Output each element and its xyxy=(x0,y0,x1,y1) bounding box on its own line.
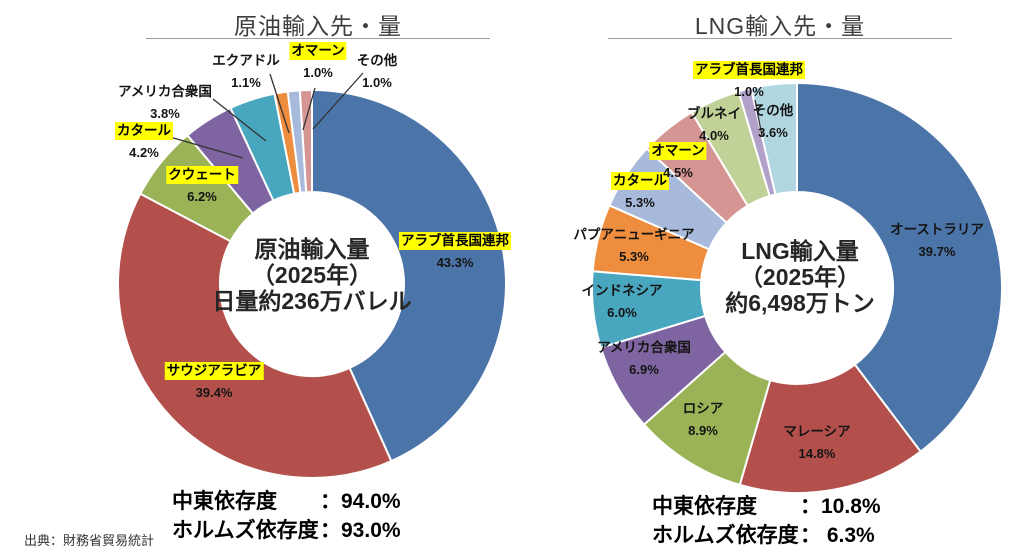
lng-center-line-3: 約6,498万トン xyxy=(725,290,875,316)
stat-row: 中東依存度 ：94.0% xyxy=(172,487,401,516)
stat-label: 中東依存度 xyxy=(172,490,277,513)
crude-oil-title-underline xyxy=(146,38,490,39)
donut-slice-その他 xyxy=(298,88,313,194)
donut-slice-マレーシア xyxy=(738,363,923,494)
stat-label: 中東依存度 xyxy=(652,495,757,518)
lng-dependency-stats: 中東依存度 ：10.8% ホルムズ依存度 ： 6.3% xyxy=(652,492,881,550)
label-leader-line xyxy=(754,99,763,137)
stat-value: ：10.8% xyxy=(800,495,881,518)
stat-row: 中東依存度 ：10.8% xyxy=(652,492,881,521)
lng-center-line-2: （2025年） xyxy=(739,264,861,290)
crude-oil-center-line-2: （2025年） xyxy=(251,262,373,288)
label-leader-line xyxy=(169,136,244,159)
crude-oil-center-line-1: 原油輸入量 xyxy=(254,236,370,262)
label-leader-line xyxy=(302,87,316,131)
donut-slice-オーストラリア xyxy=(796,81,1003,453)
crude-oil-center-line-3: 日量約236万バレル xyxy=(212,288,412,314)
label-leader-line xyxy=(269,73,290,134)
stat-value: ：93.0% xyxy=(320,519,401,542)
donut-slice-その他 xyxy=(749,81,798,196)
stat-row: ホルムズ依存度 ：93.0% xyxy=(172,516,401,545)
crude-oil-chart-title: 原油輸入先・量 xyxy=(234,13,402,39)
source-note: 出典：財務省貿易統計 xyxy=(24,533,155,548)
crude-oil-center-label: 原油輸入量 （2025年） 日量約236万バレル xyxy=(212,236,411,314)
stat-label: ホルムズ依存度 xyxy=(652,524,799,547)
stat-row: ホルムズ依存度 ： 6.3% xyxy=(652,521,881,550)
lng-chart-title: LNG輸入先・量 xyxy=(694,13,866,39)
stat-value: ：94.0% xyxy=(320,490,401,513)
label-leader-line xyxy=(212,98,267,142)
stat-label: ホルムズ依存度 xyxy=(172,519,319,542)
donut-slice-アラブ首長国連邦 xyxy=(311,88,507,463)
lng-center-label: LNG輸入量 （2025年） 約6,498万トン xyxy=(725,238,875,316)
label-leader-line xyxy=(312,72,364,130)
lng-title-underline xyxy=(608,38,952,39)
crude-oil-dependency-stats: 中東依存度 ：94.0% ホルムズ依存度 ：93.0% xyxy=(172,487,401,545)
stat-value: ： 6.3% xyxy=(800,524,875,547)
donut-slice-サウジアラビア xyxy=(117,192,393,479)
lng-center-line-1: LNG輸入量 xyxy=(741,238,859,264)
